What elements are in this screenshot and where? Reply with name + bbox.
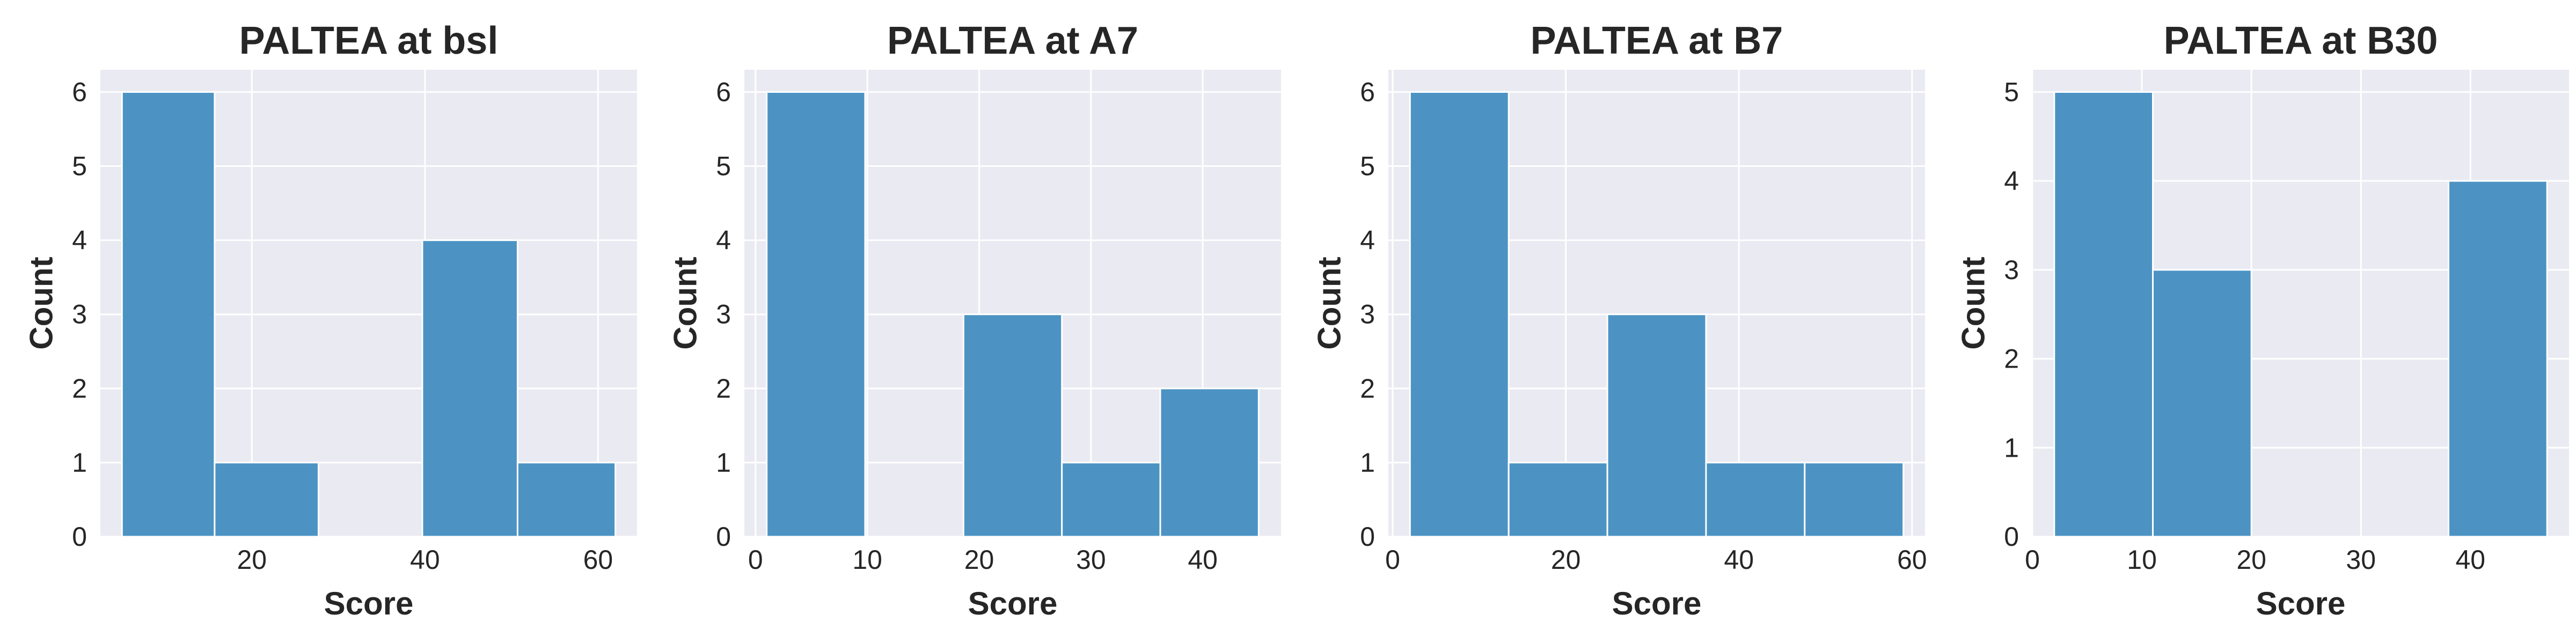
chart-title: PALTEA at A7 [887,19,1138,62]
y-tick-label: 4 [1360,225,1375,255]
x-tick-label: 60 [1897,545,1927,575]
x-tick-label: 30 [2346,545,2376,575]
y-tick-label: 5 [2004,77,2019,107]
histogram-bar [1061,462,1161,538]
x-tick-label: 40 [1724,545,1754,575]
y-tick-label: 5 [716,151,731,181]
y-tick-label: 1 [72,448,87,478]
histogram-bar [1507,462,1608,538]
y-tick-label: 5 [72,151,87,181]
histogram-bar [121,91,216,538]
histogram-bar [2151,269,2252,538]
histogram-bar [1159,387,1260,538]
histogram-bar [2053,91,2154,538]
chart-title: PALTEA at B7 [1531,19,1783,62]
histogram-bar [516,462,617,538]
y-tick-label: 3 [72,299,87,330]
chart-panel-1: 20 40 60 0 1 2 3 4 5 6 PALTEA at bsl Score Count [24,19,637,621]
x-tick-label: 0 [748,545,763,575]
y-tick-label: 4 [72,225,87,255]
x-tick-label: 20 [2236,545,2266,575]
y-tick-label: 3 [1360,299,1375,330]
y-tick-label: 2 [72,374,87,404]
y-tick-label: 0 [72,522,87,552]
x-tick-label: 40 [410,545,440,575]
x-tick-label: 10 [2127,545,2157,575]
x-tick-label: 30 [1076,545,1106,575]
y-tick-label: 3 [716,299,731,330]
y-tick-label: 2 [1360,374,1375,404]
chart-panel-4: 0 10 20 30 40 0 1 2 3 4 5 PALTEA at B30 Score Count [1956,19,2569,621]
y-tick-label: 3 [2004,255,2019,285]
x-tick-label: 0 [1385,545,1400,575]
y-tick-label: 5 [1360,151,1375,181]
x-tick-label: 20 [1551,545,1581,575]
histogram-bar [214,462,319,538]
y-tick-label: 2 [716,374,731,404]
y-tick-label: 6 [716,77,731,107]
y-tick-label: 0 [1360,522,1375,552]
y-axis-label: Count [1956,257,1992,349]
histogram-bar [766,91,866,538]
x-axis-label: Score [324,586,414,621]
x-tick-label: 40 [2456,545,2486,575]
y-axis-label: Count [24,257,60,349]
y-tick-label: 1 [2004,433,2019,463]
y-tick-label: 0 [716,522,731,552]
histogram-bar [1409,91,1510,538]
y-tick-label: 4 [2004,166,2019,196]
histogram-bar [1705,462,1806,538]
y-tick-label: 1 [716,448,731,478]
chart-title: PALTEA at B30 [2164,19,2438,62]
y-tick-label: 1 [1360,448,1375,478]
chart-title: PALTEA at bsl [239,19,499,62]
histogram-bar [421,239,518,538]
x-tick-label: 10 [852,545,882,575]
y-tick-label: 4 [716,225,731,255]
y-tick-label: 6 [1360,77,1375,107]
y-tick-label: 0 [2004,522,2019,552]
x-tick-label: 40 [1188,545,1218,575]
x-tick-label: 20 [237,545,267,575]
histogram-bar [2448,180,2548,538]
x-axis-label: Score [968,586,1058,621]
y-axis-label: Count [1312,257,1348,349]
chart-panel-2: 0 10 20 30 40 0 1 2 3 4 5 6 PALTEA at A7 Score Count [668,19,1281,621]
x-axis-label: Score [2256,586,2346,621]
x-tick-label: 20 [964,545,994,575]
histogram-bar [1606,313,1707,538]
x-axis-label: Score [1612,586,1702,621]
y-axis-label: Count [668,257,704,349]
histogram-bar [1804,462,1905,538]
y-tick-label: 2 [2004,344,2019,374]
y-tick-label: 6 [72,77,87,107]
chart-panel-3: 0 20 40 60 0 1 2 3 4 5 6 PALTEA at B7 Score Count [1312,19,1927,621]
histogram-bar [962,313,1063,538]
x-tick-label: 60 [583,545,613,575]
x-tick-label: 0 [2025,545,2040,575]
